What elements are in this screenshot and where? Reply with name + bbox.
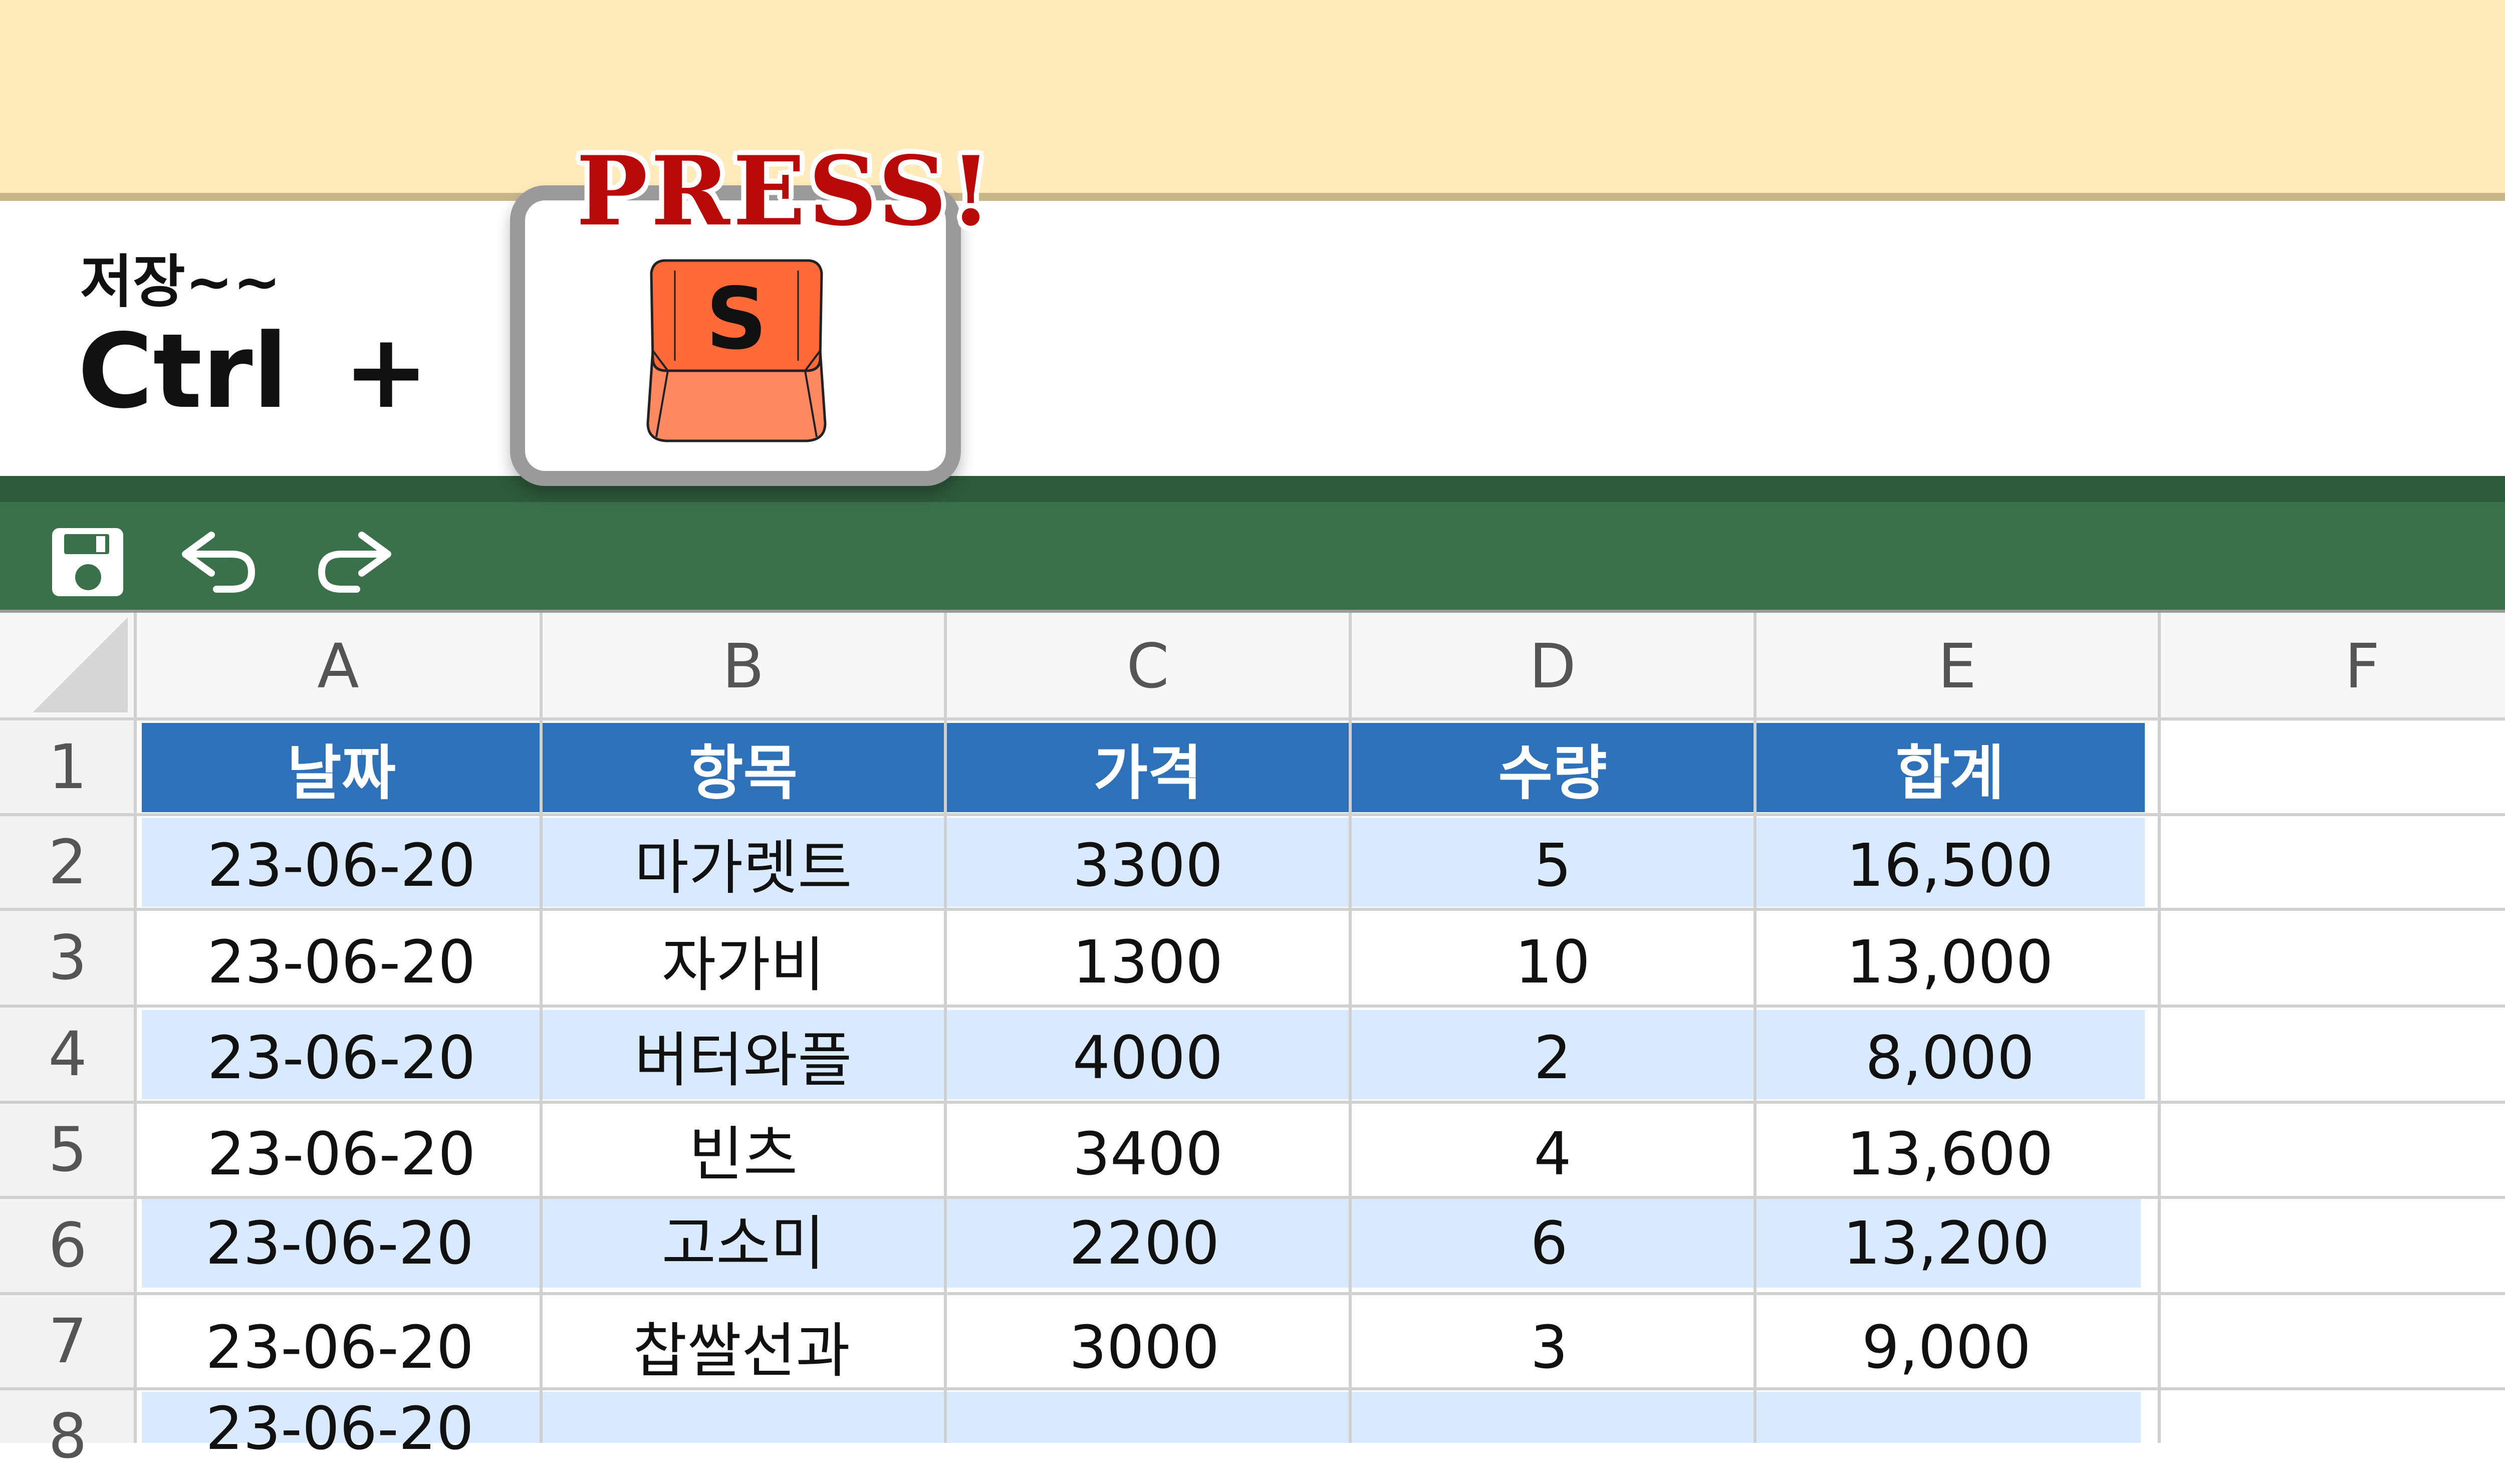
redo-icon[interactable]: [312, 530, 397, 595]
column-header-e[interactable]: E: [1937, 631, 1977, 702]
row-header-1[interactable]: 1: [48, 731, 87, 803]
table-cell[interactable]: 16,500: [1846, 831, 2054, 900]
row-header-4[interactable]: 4: [48, 1019, 87, 1090]
table-cell[interactable]: 10: [1515, 927, 1591, 997]
table-cell[interactable]: 4: [1534, 1119, 1572, 1188]
gridlines: [0, 610, 2505, 1443]
table-cell[interactable]: 5: [1534, 831, 1572, 900]
header-cell-date[interactable]: 날짜: [287, 738, 396, 808]
press-label: PRESS!: [576, 135, 995, 247]
table-cell[interactable]: 13,600: [1846, 1119, 2054, 1188]
row-header-8[interactable]: 8: [48, 1401, 87, 1472]
header-cell-total[interactable]: 합계: [1895, 738, 2005, 808]
row-header-3[interactable]: 3: [48, 922, 87, 994]
table-cell[interactable]: 9,000: [1862, 1313, 2031, 1382]
table-cell[interactable]: 3000: [1069, 1313, 1220, 1382]
row-header-6[interactable]: 6: [48, 1210, 87, 1281]
table-cell[interactable]: 자가비: [661, 930, 825, 1000]
plus-sign: +: [343, 312, 429, 431]
header-row-band: [142, 723, 2145, 812]
ribbon-toolbar: [0, 476, 2505, 611]
ctrl-key-label: Ctrl: [78, 312, 288, 431]
column-header-d[interactable]: D: [1529, 631, 1576, 702]
row-band-6: [142, 1198, 2141, 1288]
shortcut-combo: Ctrl +: [78, 321, 429, 423]
table-cell[interactable]: 23-06-20: [207, 927, 476, 997]
header-cell-item[interactable]: 항목: [688, 738, 798, 808]
save-caption: 저장~~: [80, 249, 281, 315]
table-cell[interactable]: 23-06-20: [207, 1023, 476, 1092]
table-cell[interactable]: 마가렛트: [634, 833, 852, 902]
row-header-2[interactable]: 2: [48, 826, 87, 898]
table-cell[interactable]: 23-06-20: [207, 1119, 476, 1188]
s-key-icon: S: [646, 259, 827, 442]
s-key-letter: S: [706, 270, 767, 369]
top-banner: [0, 0, 2505, 193]
table-cell[interactable]: 4000: [1072, 1023, 1223, 1092]
table-cell[interactable]: 1300: [1072, 927, 1223, 997]
table-cell[interactable]: 버터와플: [634, 1025, 852, 1095]
table-cell[interactable]: 23-06-20: [205, 1208, 474, 1278]
table-cell[interactable]: 고소미: [661, 1208, 825, 1278]
table-cell[interactable]: 8,000: [1865, 1023, 2035, 1092]
table-cell[interactable]: 2: [1534, 1023, 1572, 1092]
table-cell[interactable]: 23-06-20: [205, 1394, 474, 1463]
table-cell[interactable]: 빈츠: [688, 1119, 798, 1189]
column-header-b[interactable]: B: [722, 631, 765, 702]
column-header-f[interactable]: F: [2344, 631, 2380, 702]
undo-icon[interactable]: [176, 530, 262, 595]
header-cell-quantity[interactable]: 수량: [1498, 738, 1607, 808]
row-header-5[interactable]: 5: [48, 1114, 87, 1185]
row-header-7[interactable]: 7: [48, 1306, 87, 1377]
table-cell[interactable]: 23-06-20: [207, 831, 476, 900]
save-icon[interactable]: [49, 525, 126, 599]
table-cell[interactable]: 13,000: [1846, 927, 2054, 997]
row-band-4: [142, 1010, 2145, 1099]
table-cell[interactable]: 3300: [1072, 831, 1223, 900]
table-cell[interactable]: 2200: [1069, 1208, 1220, 1278]
header-cell-price[interactable]: 가격: [1093, 738, 1202, 808]
table-cell[interactable]: 3: [1530, 1313, 1568, 1382]
table-cell[interactable]: 찹쌀선과: [632, 1316, 851, 1385]
column-header-a[interactable]: A: [317, 631, 359, 702]
table-cell[interactable]: 13,200: [1843, 1208, 2050, 1278]
row-band-2: [142, 818, 2145, 907]
table-cell[interactable]: 3400: [1072, 1119, 1223, 1188]
table-cell[interactable]: 6: [1530, 1208, 1568, 1278]
row-band-8: [142, 1392, 2141, 1443]
column-header-c[interactable]: C: [1126, 631, 1169, 702]
table-cell[interactable]: 23-06-20: [205, 1313, 474, 1382]
